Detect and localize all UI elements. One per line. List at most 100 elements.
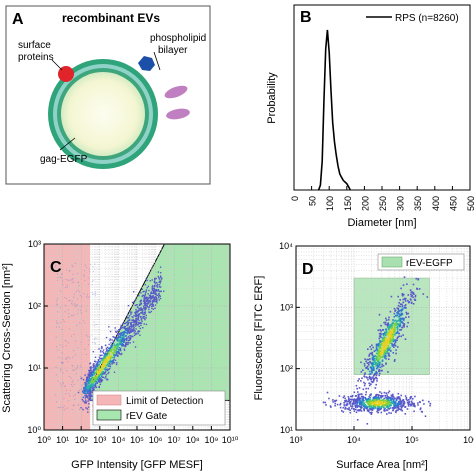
c-point bbox=[152, 285, 154, 287]
d-point bbox=[401, 303, 403, 306]
d-point bbox=[334, 402, 336, 405]
d-point bbox=[393, 332, 395, 334]
c-point-noise bbox=[56, 273, 58, 275]
c-point bbox=[137, 331, 139, 333]
d-point bbox=[392, 333, 395, 335]
d-point bbox=[416, 287, 418, 290]
c-point-noise bbox=[88, 344, 89, 346]
d-point bbox=[397, 312, 399, 315]
c-point bbox=[100, 361, 102, 363]
d-point bbox=[386, 350, 388, 353]
c-point bbox=[88, 403, 90, 405]
c-point bbox=[149, 280, 151, 282]
c-point-noise bbox=[67, 361, 69, 363]
c-point bbox=[131, 316, 133, 318]
d-point bbox=[370, 348, 373, 350]
d-point bbox=[380, 406, 382, 408]
d-point bbox=[375, 398, 378, 401]
d-point bbox=[403, 326, 405, 328]
c-point-noise bbox=[80, 388, 82, 390]
c-point bbox=[95, 372, 97, 374]
c-point-noise bbox=[71, 281, 73, 283]
d-point bbox=[379, 391, 381, 393]
d-point bbox=[378, 346, 381, 348]
d-point bbox=[363, 399, 365, 402]
c-point bbox=[82, 390, 84, 392]
c-point bbox=[87, 411, 89, 413]
d-point bbox=[403, 323, 405, 325]
d-point bbox=[371, 353, 373, 356]
d-point bbox=[362, 401, 364, 403]
c-point-noise bbox=[68, 356, 69, 358]
d-point bbox=[367, 398, 370, 400]
d-point bbox=[399, 325, 401, 328]
c-point bbox=[98, 370, 100, 372]
d-point bbox=[395, 332, 398, 334]
d-point bbox=[395, 349, 397, 351]
c-point bbox=[157, 275, 159, 278]
c-point bbox=[90, 374, 93, 377]
d-point bbox=[388, 402, 390, 404]
d-point bbox=[373, 404, 376, 406]
d-point bbox=[388, 329, 391, 331]
c-point bbox=[106, 349, 108, 352]
c-point bbox=[115, 338, 118, 341]
c-point-noise bbox=[79, 408, 80, 410]
d-point bbox=[373, 363, 375, 365]
c-point-noise bbox=[62, 346, 64, 348]
d-point bbox=[412, 303, 415, 305]
c-point bbox=[109, 363, 111, 366]
c-point bbox=[158, 290, 161, 293]
c-point bbox=[145, 308, 147, 310]
d-point bbox=[372, 367, 375, 370]
d-point bbox=[370, 376, 372, 379]
c-point bbox=[114, 349, 116, 352]
c-point-noise bbox=[55, 374, 57, 376]
d-point bbox=[388, 316, 390, 319]
panel-c-ticks: 10⁰ 10¹ 10² 10³ 10⁴ 10⁵ 10⁶ 10⁷ 10⁸ 10⁹ 10¹⁰10⁰10¹… bbox=[27, 239, 238, 445]
d-point bbox=[394, 326, 396, 329]
c-point bbox=[106, 356, 108, 359]
c-point bbox=[156, 299, 158, 302]
c-point bbox=[116, 352, 118, 354]
c-point bbox=[103, 360, 106, 362]
d-point bbox=[366, 377, 368, 379]
c-point bbox=[94, 356, 97, 358]
c-point bbox=[153, 293, 156, 295]
d-point bbox=[378, 403, 381, 405]
c-point bbox=[134, 312, 136, 314]
d-point bbox=[388, 401, 390, 403]
c-point bbox=[100, 373, 102, 376]
d-point bbox=[392, 409, 394, 412]
d-point bbox=[401, 309, 403, 311]
c-point bbox=[101, 372, 103, 374]
d-point bbox=[342, 396, 345, 399]
d-point bbox=[406, 408, 409, 410]
c-point-noise bbox=[73, 395, 75, 397]
c-point bbox=[141, 295, 144, 297]
d-point bbox=[355, 411, 358, 414]
b-x-tick-label: 200 bbox=[360, 196, 370, 211]
d-point bbox=[351, 394, 354, 397]
d-point bbox=[392, 396, 394, 398]
c-point-noise bbox=[71, 335, 72, 337]
d-point bbox=[370, 403, 373, 405]
d-point bbox=[364, 405, 366, 407]
c-point bbox=[88, 369, 90, 372]
c-point-noise bbox=[60, 290, 62, 292]
d-point bbox=[383, 346, 385, 348]
c-point-noise bbox=[58, 357, 60, 359]
c-point bbox=[92, 369, 95, 371]
d-point bbox=[391, 401, 394, 403]
c-point bbox=[86, 395, 88, 398]
c-point bbox=[137, 324, 139, 326]
c-point bbox=[149, 311, 151, 314]
c-point bbox=[91, 372, 93, 375]
d-point bbox=[383, 391, 386, 394]
c-point bbox=[100, 379, 102, 381]
panel-c-legend: Limit of Detection rEV Gate bbox=[92, 390, 226, 426]
d-point bbox=[365, 360, 367, 363]
c-point bbox=[82, 379, 85, 381]
c-point bbox=[98, 377, 101, 379]
d-y-tick-label: 10⁴ bbox=[279, 241, 293, 251]
